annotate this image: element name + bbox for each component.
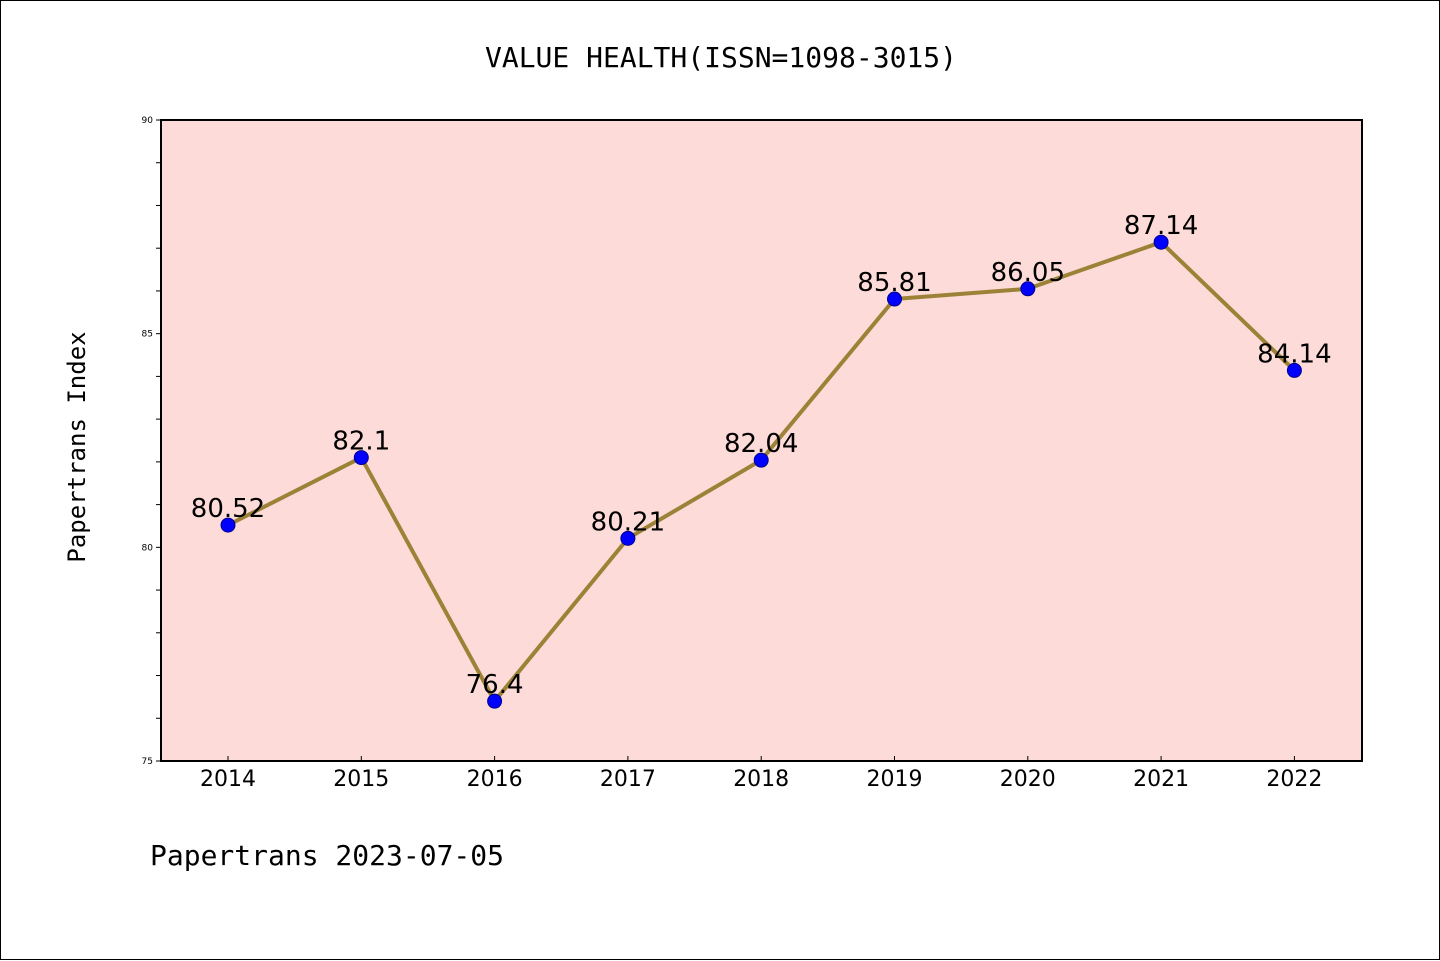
x-tick-label: 2020	[1000, 767, 1056, 792]
data-points	[220, 234, 1302, 709]
x-tick-label: 2015	[333, 767, 389, 792]
x-tick-label: 2022	[1266, 767, 1322, 792]
y-axis-label: Papertrans Index	[63, 331, 91, 562]
data-point	[753, 452, 769, 468]
y-axis-ticks: 75 80 85 90	[142, 116, 161, 767]
x-tick-label: 2018	[733, 767, 789, 792]
x-tick-label: 2017	[600, 767, 656, 792]
data-point	[1286, 362, 1302, 378]
data-point	[620, 530, 636, 546]
chart-title: VALUE HEALTH(ISSN=1098-3015)	[485, 41, 957, 74]
x-tick-label: 2019	[867, 767, 923, 792]
plot-area	[160, 119, 1363, 762]
y-tick-label: 80	[142, 543, 154, 553]
x-tick-label: 2014	[200, 767, 256, 792]
x-tick-label: 2021	[1133, 767, 1189, 792]
y-tick-label: 85	[142, 330, 153, 340]
y-tick-label: 75	[142, 757, 153, 767]
x-tick-label: 2016	[467, 767, 523, 792]
data-point	[487, 693, 503, 709]
footer-text: Papertrans 2023-07-05	[150, 839, 504, 872]
y-tick-label: 90	[142, 116, 154, 126]
data-point	[887, 291, 902, 307]
data-point	[220, 517, 236, 533]
x-axis-ticks: 2014 2015 2016 2017 2018 2019 2020 2021 2022	[200, 756, 1322, 792]
data-point	[353, 450, 369, 466]
data-point	[1153, 234, 1169, 250]
data-point	[1020, 281, 1036, 297]
